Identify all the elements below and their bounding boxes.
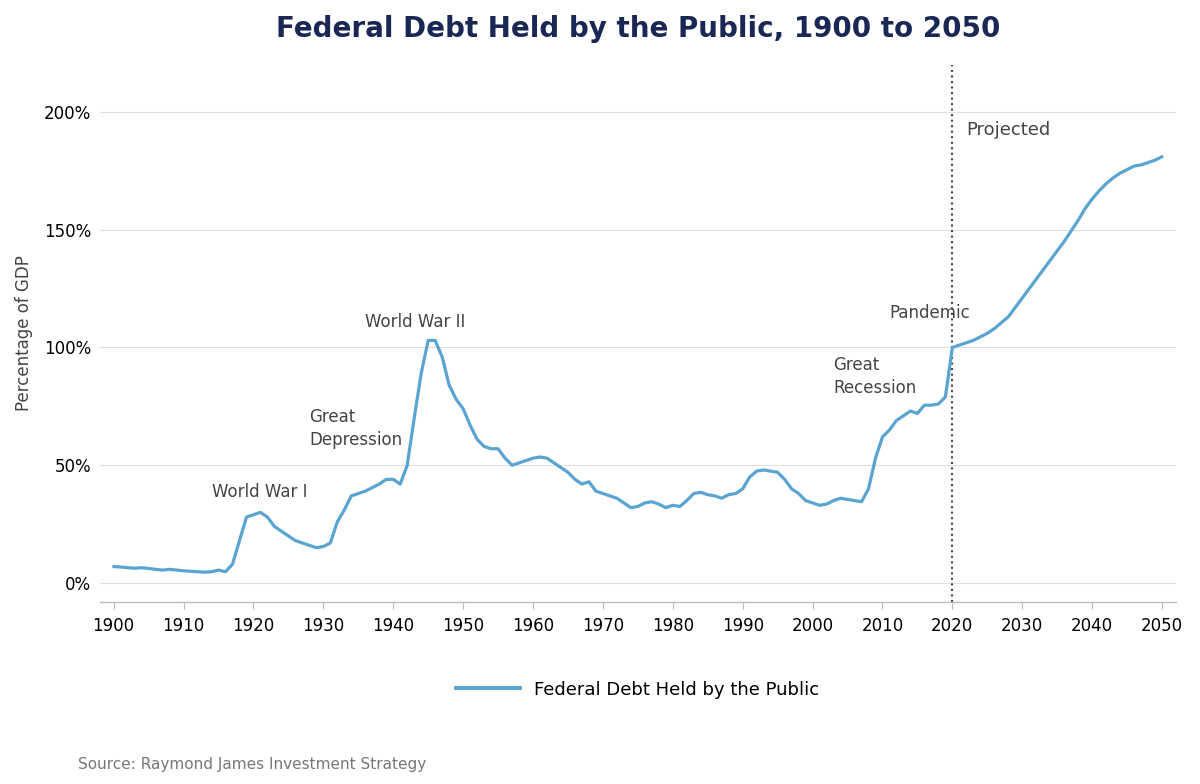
Text: Projected: Projected <box>966 122 1050 140</box>
Title: Federal Debt Held by the Public, 1900 to 2050: Federal Debt Held by the Public, 1900 to… <box>276 15 1000 43</box>
Text: Great
Recession: Great Recession <box>834 356 917 397</box>
Text: Pandemic: Pandemic <box>889 303 971 321</box>
Text: World War II: World War II <box>365 313 466 331</box>
Y-axis label: Percentage of GDP: Percentage of GDP <box>16 256 34 412</box>
Text: World War I: World War I <box>211 483 307 500</box>
Text: Great
Depression: Great Depression <box>310 408 402 448</box>
Text: Source: Raymond James Investment Strategy: Source: Raymond James Investment Strateg… <box>78 757 426 772</box>
Legend: Federal Debt Held by the Public: Federal Debt Held by the Public <box>449 673 827 706</box>
